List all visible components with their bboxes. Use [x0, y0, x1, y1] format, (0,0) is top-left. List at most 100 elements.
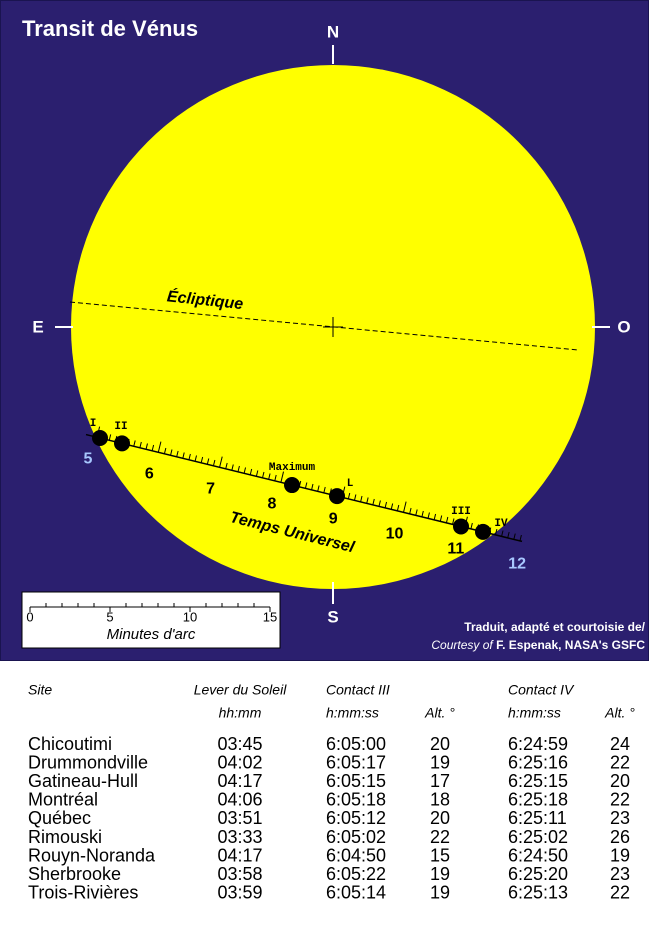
axis-tick [372, 498, 375, 505]
table-cell: 19 [610, 845, 630, 865]
venus-position [475, 523, 491, 540]
table-cell: 22 [430, 827, 450, 847]
title: Transit de Vénus [22, 16, 198, 41]
contact-label: IV [494, 518, 508, 530]
axis-tick [323, 486, 326, 493]
hour-label: 7 [206, 480, 215, 497]
table-cell: 6:25:13 [508, 883, 568, 903]
table-cell: 18 [430, 790, 450, 810]
table-cell: 6:25:11 [508, 808, 567, 828]
venus-position [329, 488, 345, 505]
axis-tick [268, 473, 271, 480]
table-cell: 6:05:15 [326, 771, 386, 791]
axis-tick [182, 452, 185, 459]
credit-author: F. Espenak, NASA's GSFC [496, 638, 645, 652]
table-cell: 6:05:22 [326, 864, 386, 884]
table-cell: 6:04:50 [326, 845, 386, 865]
axis-tick [206, 458, 210, 465]
hour-label: 11 [447, 540, 464, 557]
axis-tick [366, 497, 369, 504]
axis-tick [421, 510, 424, 517]
table-header: hh:mm [219, 705, 262, 721]
axis-tick [231, 464, 234, 471]
axis-tick [360, 495, 363, 502]
venus-position [92, 430, 108, 446]
axis-tick [439, 515, 443, 522]
scale-tick-label: 15 [263, 609, 277, 624]
table-cell: 19 [430, 883, 450, 903]
axis-tick [249, 468, 253, 475]
axis-tick [396, 504, 400, 511]
axis-tick [470, 522, 473, 529]
hour-label: 12 [508, 555, 526, 572]
table-cell: 26 [610, 827, 630, 847]
hour-label: 8 [267, 495, 276, 512]
table-cell: Gatineau-Hull [28, 771, 138, 791]
table-cell: Chicoutimi [28, 734, 112, 754]
table-cell: Montréal [28, 790, 98, 810]
table-cell: 6:05:14 [326, 883, 386, 903]
table-cell: 22 [610, 883, 630, 903]
axis-tick [274, 474, 277, 481]
axis-tick [347, 492, 351, 499]
axis-tick [108, 434, 112, 441]
table-cell: 04:17 [217, 845, 262, 865]
axis-tick [188, 453, 191, 460]
table-cell: 6:05:18 [326, 790, 386, 810]
table-cell: 17 [430, 771, 450, 791]
table-header: Alt. ° [424, 705, 455, 721]
table-cell: Rimouski [28, 827, 102, 847]
table-cell: 23 [610, 864, 630, 884]
axis-tick [243, 467, 247, 474]
axis-tick [255, 470, 259, 477]
axis-tick [378, 500, 381, 507]
table-cell: 20 [610, 771, 630, 791]
axis-tick [353, 494, 357, 501]
axis-tick [513, 533, 516, 540]
hour-label: 5 [84, 450, 93, 467]
table-cell: 20 [430, 734, 450, 754]
axis-tick [311, 483, 314, 490]
axis-tick [501, 530, 504, 537]
axis-tick [280, 471, 285, 483]
scale-tick-label: 0 [26, 609, 33, 624]
table-cell: 6:24:50 [508, 845, 568, 865]
axis-tick [445, 516, 449, 523]
axis-tick [415, 509, 418, 516]
table-cell: 23 [610, 808, 630, 828]
table-header: h:mm:ss [326, 705, 379, 721]
scale-box [21, 591, 281, 649]
table-cell: 6:05:17 [326, 752, 386, 772]
axis-tick [403, 501, 407, 513]
table-cell: 03:59 [217, 883, 262, 903]
table-header: Lever du Soleil [194, 682, 288, 698]
table-cell: 03:45 [217, 734, 262, 754]
table-cell: 6:25:16 [508, 752, 568, 772]
table-cell: 24 [610, 734, 630, 754]
axis-tick [219, 456, 223, 468]
axis-tick [163, 447, 167, 454]
table-cell: Québec [28, 808, 91, 828]
axis-tick [225, 462, 228, 469]
axis-tick [176, 450, 179, 457]
generated: 5 6 7 8 9 10 11 12 0 5 10 15 Site Lever du Soleil hh:m… [26, 426, 635, 903]
venus-position [453, 518, 469, 535]
axis-tick [427, 512, 430, 519]
axis-tick [433, 513, 437, 520]
axis-tick [262, 471, 265, 478]
south: S [327, 607, 338, 626]
axis-tick [384, 501, 388, 508]
axis-tick [237, 465, 240, 472]
axis-tick [145, 443, 148, 450]
west: O [617, 317, 630, 336]
axis-tick [194, 455, 197, 462]
table-header: Contact III [326, 682, 390, 698]
axis-tick [139, 441, 142, 448]
table-header: Site [28, 682, 52, 698]
axis-tick [133, 440, 136, 447]
table-cell: 19 [430, 864, 450, 884]
l-label: L [347, 478, 354, 490]
table-cell: 04:02 [217, 752, 262, 772]
credit: Traduit, adapté et courtoisie de/ [464, 620, 645, 634]
